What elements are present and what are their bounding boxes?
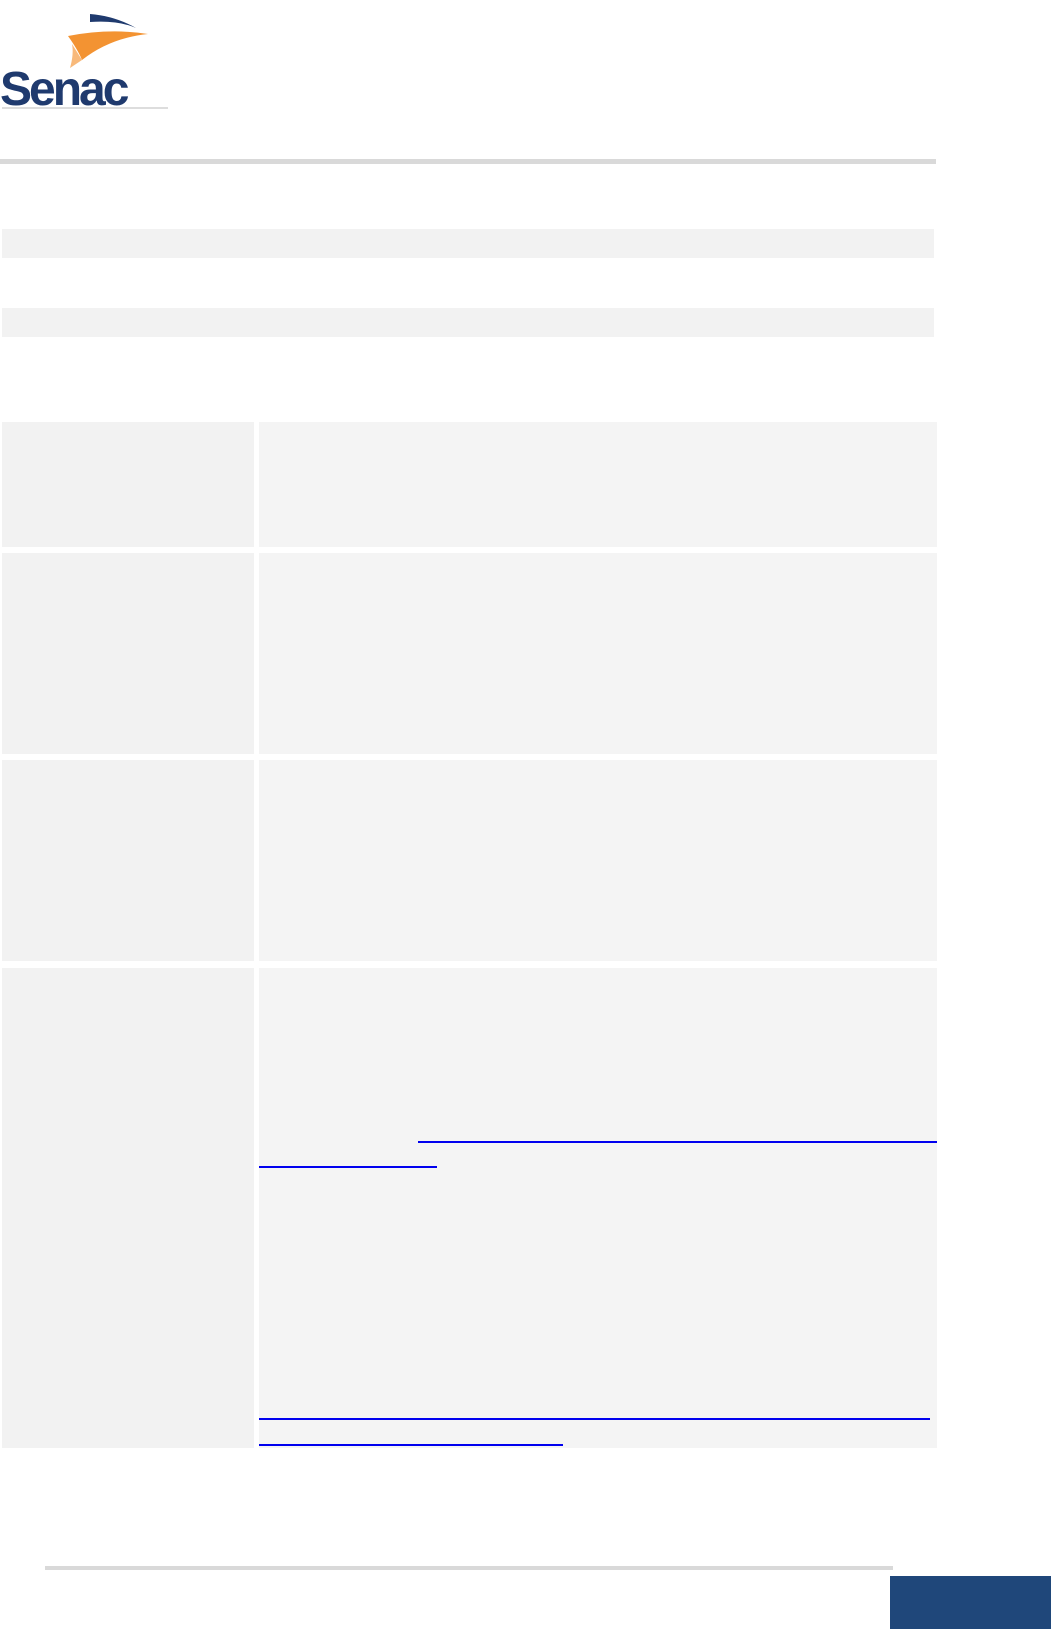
table-row-3-label	[2, 760, 254, 961]
svg-text:Senac: Senac	[0, 63, 129, 110]
title-bar	[2, 229, 934, 258]
table-row-3-content	[259, 760, 937, 961]
header-rule	[0, 159, 936, 164]
reference-link-1-cont[interactable]	[259, 1166, 437, 1168]
page-number-block	[890, 1576, 1051, 1629]
table-row-4-label	[2, 968, 254, 1448]
table-row-1-label	[2, 422, 254, 547]
reference-link-2-cont[interactable]	[259, 1444, 563, 1446]
table-row-1-content	[259, 422, 937, 547]
reference-link-2[interactable]	[259, 1418, 930, 1420]
footer-rule	[45, 1566, 893, 1570]
reference-link-1[interactable]	[418, 1141, 937, 1143]
table-row-2-content	[259, 553, 937, 754]
senac-logo: Senac	[0, 10, 170, 116]
subtitle-bar	[2, 308, 934, 337]
table-row-4-content	[259, 968, 937, 1448]
table-row-2-label	[2, 553, 254, 754]
